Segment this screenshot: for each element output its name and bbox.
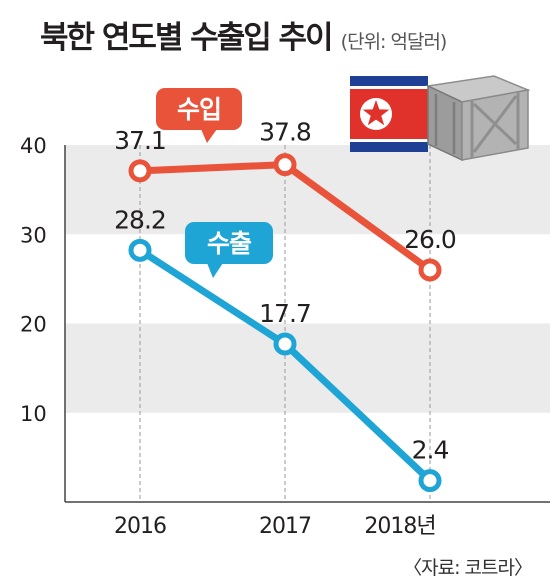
grid-band bbox=[65, 145, 550, 235]
data-label: 17.7 bbox=[259, 299, 311, 328]
data-label: 37.8 bbox=[259, 118, 311, 147]
north-korea-flag-icon bbox=[350, 76, 428, 152]
x-tick-label: 2017 bbox=[259, 514, 311, 539]
y-tick-label: 40 bbox=[20, 134, 47, 158]
data-point bbox=[128, 238, 152, 262]
x-tick-label: 2016 bbox=[114, 514, 166, 539]
export-series-bubble bbox=[185, 222, 273, 264]
data-label: 37.1 bbox=[114, 126, 166, 155]
y-tick-label: 10 bbox=[20, 402, 47, 426]
unit-label: (단위: 억달러) bbox=[340, 31, 448, 53]
y-tick-label: 30 bbox=[20, 223, 47, 247]
export-series-label: 수출 bbox=[207, 229, 252, 258]
data-point bbox=[128, 159, 152, 183]
data-label: 2.4 bbox=[412, 436, 449, 465]
import-series-bubble-tail bbox=[201, 129, 217, 143]
data-point bbox=[273, 153, 297, 177]
import-series-bubble bbox=[156, 88, 242, 130]
data-point bbox=[418, 258, 442, 282]
data-point bbox=[418, 469, 442, 493]
chart-title: 북한 연도별 수출입 추이 bbox=[40, 20, 334, 56]
import-series-label: 수입 bbox=[177, 95, 221, 124]
cargo-crate-icon bbox=[425, 75, 531, 162]
source-note: 〈자료: 코트라〉 bbox=[403, 557, 533, 579]
x-tick-label: 2018년 bbox=[364, 514, 435, 539]
data-label: 26.0 bbox=[404, 225, 456, 254]
title-row: 북한 연도별 수출입 추이 (단위: 억달러) bbox=[40, 12, 448, 57]
y-tick-label: 20 bbox=[20, 313, 47, 337]
data-point bbox=[273, 332, 297, 356]
export-series-bubble-tail bbox=[207, 263, 223, 278]
data-label: 28.2 bbox=[114, 205, 166, 234]
